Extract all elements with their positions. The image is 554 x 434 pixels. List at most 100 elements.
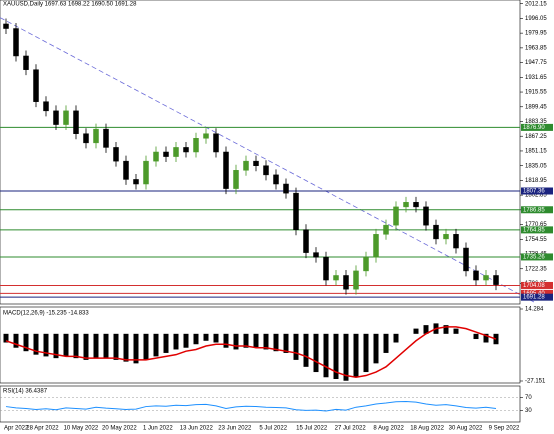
macd-bar (263, 333, 269, 350)
y-tick-label: 1851.15 (525, 149, 547, 155)
level-label-box (521, 226, 553, 234)
candle-body (343, 275, 349, 290)
candle-body (443, 234, 449, 240)
macd-bar (473, 333, 479, 340)
candle-body (333, 275, 339, 281)
level-label: 1735.26 (523, 255, 545, 261)
candle-body (63, 110, 69, 125)
chart-title: XAUUSD,Daily 1697.63 1698.22 1690.50 169… (3, 2, 137, 8)
candle-body (193, 138, 199, 153)
candle-body (483, 275, 489, 281)
macd-bar (53, 333, 59, 359)
macd-bar (33, 333, 39, 355)
macd-bar (43, 333, 49, 357)
macd-bar (3, 333, 9, 343)
macd-bar (103, 333, 109, 359)
macd-bar (373, 333, 379, 364)
macd-bar (443, 325, 449, 334)
macd-bar (423, 325, 429, 334)
level-label-box (521, 123, 553, 131)
main-frame (0, 0, 521, 305)
macd-bar (293, 333, 299, 360)
candle-body (273, 174, 279, 185)
y-tick-label: 1754.55 (525, 237, 547, 243)
level-label: 1786.85 (523, 207, 545, 213)
macd-bar (123, 333, 129, 362)
level-label: 1691.28 (523, 295, 545, 301)
candle-body (123, 160, 129, 180)
candle-body (473, 270, 479, 281)
candle-body (413, 202, 419, 208)
level-label-box (521, 293, 553, 301)
candle-body (103, 128, 109, 148)
candle-body (23, 55, 29, 70)
candle-body (33, 69, 39, 102)
macd-bar (153, 333, 159, 357)
macd-bar (93, 333, 99, 359)
y-tick-label: 1915.55 (525, 90, 547, 96)
candle-body (453, 234, 459, 249)
level-label-box (521, 281, 553, 289)
candle-body (303, 229, 309, 253)
macd-bar (213, 333, 219, 343)
candle-body (393, 206, 399, 226)
candle-body (383, 224, 389, 235)
macd-bar (363, 333, 369, 373)
macd-bar (83, 333, 89, 360)
x-tick-label: 23 Jun 2022 (218, 426, 252, 432)
y-tick-label: 1947.75 (525, 60, 547, 66)
x-tick-label: 5 Jul 2022 (259, 426, 287, 432)
x-tick-label: Apr 2022 (4, 426, 29, 432)
macd-bar (253, 333, 259, 348)
macd-bar (143, 333, 149, 360)
candle-body (133, 179, 139, 185)
x-tick-label: 9 Sep 2022 (489, 426, 520, 432)
rsi-frame (0, 385, 521, 423)
x-tick-label: 27 Jul 2022 (335, 426, 367, 432)
candle-body (13, 28, 19, 57)
candle-body (253, 160, 259, 166)
candle-body (113, 147, 119, 162)
x-tick-label: 15 Jul 2022 (296, 426, 328, 432)
candle-body (243, 160, 249, 171)
candle-body (283, 183, 289, 194)
candle-body (213, 133, 219, 153)
level-label: 1876.90 (523, 125, 545, 131)
macd-bar (133, 333, 139, 364)
level-label: 1764.85 (523, 227, 545, 233)
candle-body (3, 23, 9, 29)
y-tick-label: 1867.25 (525, 134, 547, 140)
x-tick-label: 28 Apr 2022 (26, 426, 59, 432)
candle-body (233, 170, 239, 189)
y-tick-label: 2012.15 (525, 1, 547, 7)
macd-bar (273, 333, 279, 352)
x-tick-label: 8 Aug 2022 (373, 426, 404, 432)
level-label: 1807.36 (523, 189, 545, 195)
candle-body (43, 101, 49, 112)
y-tick-label: 1883.35 (525, 119, 547, 125)
candle-body (423, 206, 429, 226)
x-tick-label: 20 May 2022 (102, 426, 137, 432)
macd-bar (343, 333, 349, 381)
macd-bar (353, 333, 359, 378)
level-label-box (521, 253, 553, 261)
level-label: 1704.08 (523, 283, 545, 289)
macd-bar (483, 333, 489, 343)
rsi-title: RSI(14) 36.4387 (3, 389, 48, 395)
macd-bar (243, 333, 249, 348)
y-tick-label: 30 (525, 408, 532, 414)
level-label-box (521, 289, 553, 297)
macd-bar (63, 333, 69, 357)
candle-body (203, 133, 209, 139)
macd-bar (73, 333, 79, 359)
candle-body (183, 147, 189, 153)
y-tick-label: 1979.95 (525, 31, 547, 37)
y-tick-label: 1963.85 (525, 45, 547, 51)
level-label-box (521, 206, 553, 214)
macd-bar (203, 333, 209, 341)
macd-bar (283, 333, 289, 353)
rsi-line (5, 400, 497, 412)
y-tick-label: 70 (525, 395, 532, 401)
y-tick-label: 1835.05 (525, 163, 547, 169)
